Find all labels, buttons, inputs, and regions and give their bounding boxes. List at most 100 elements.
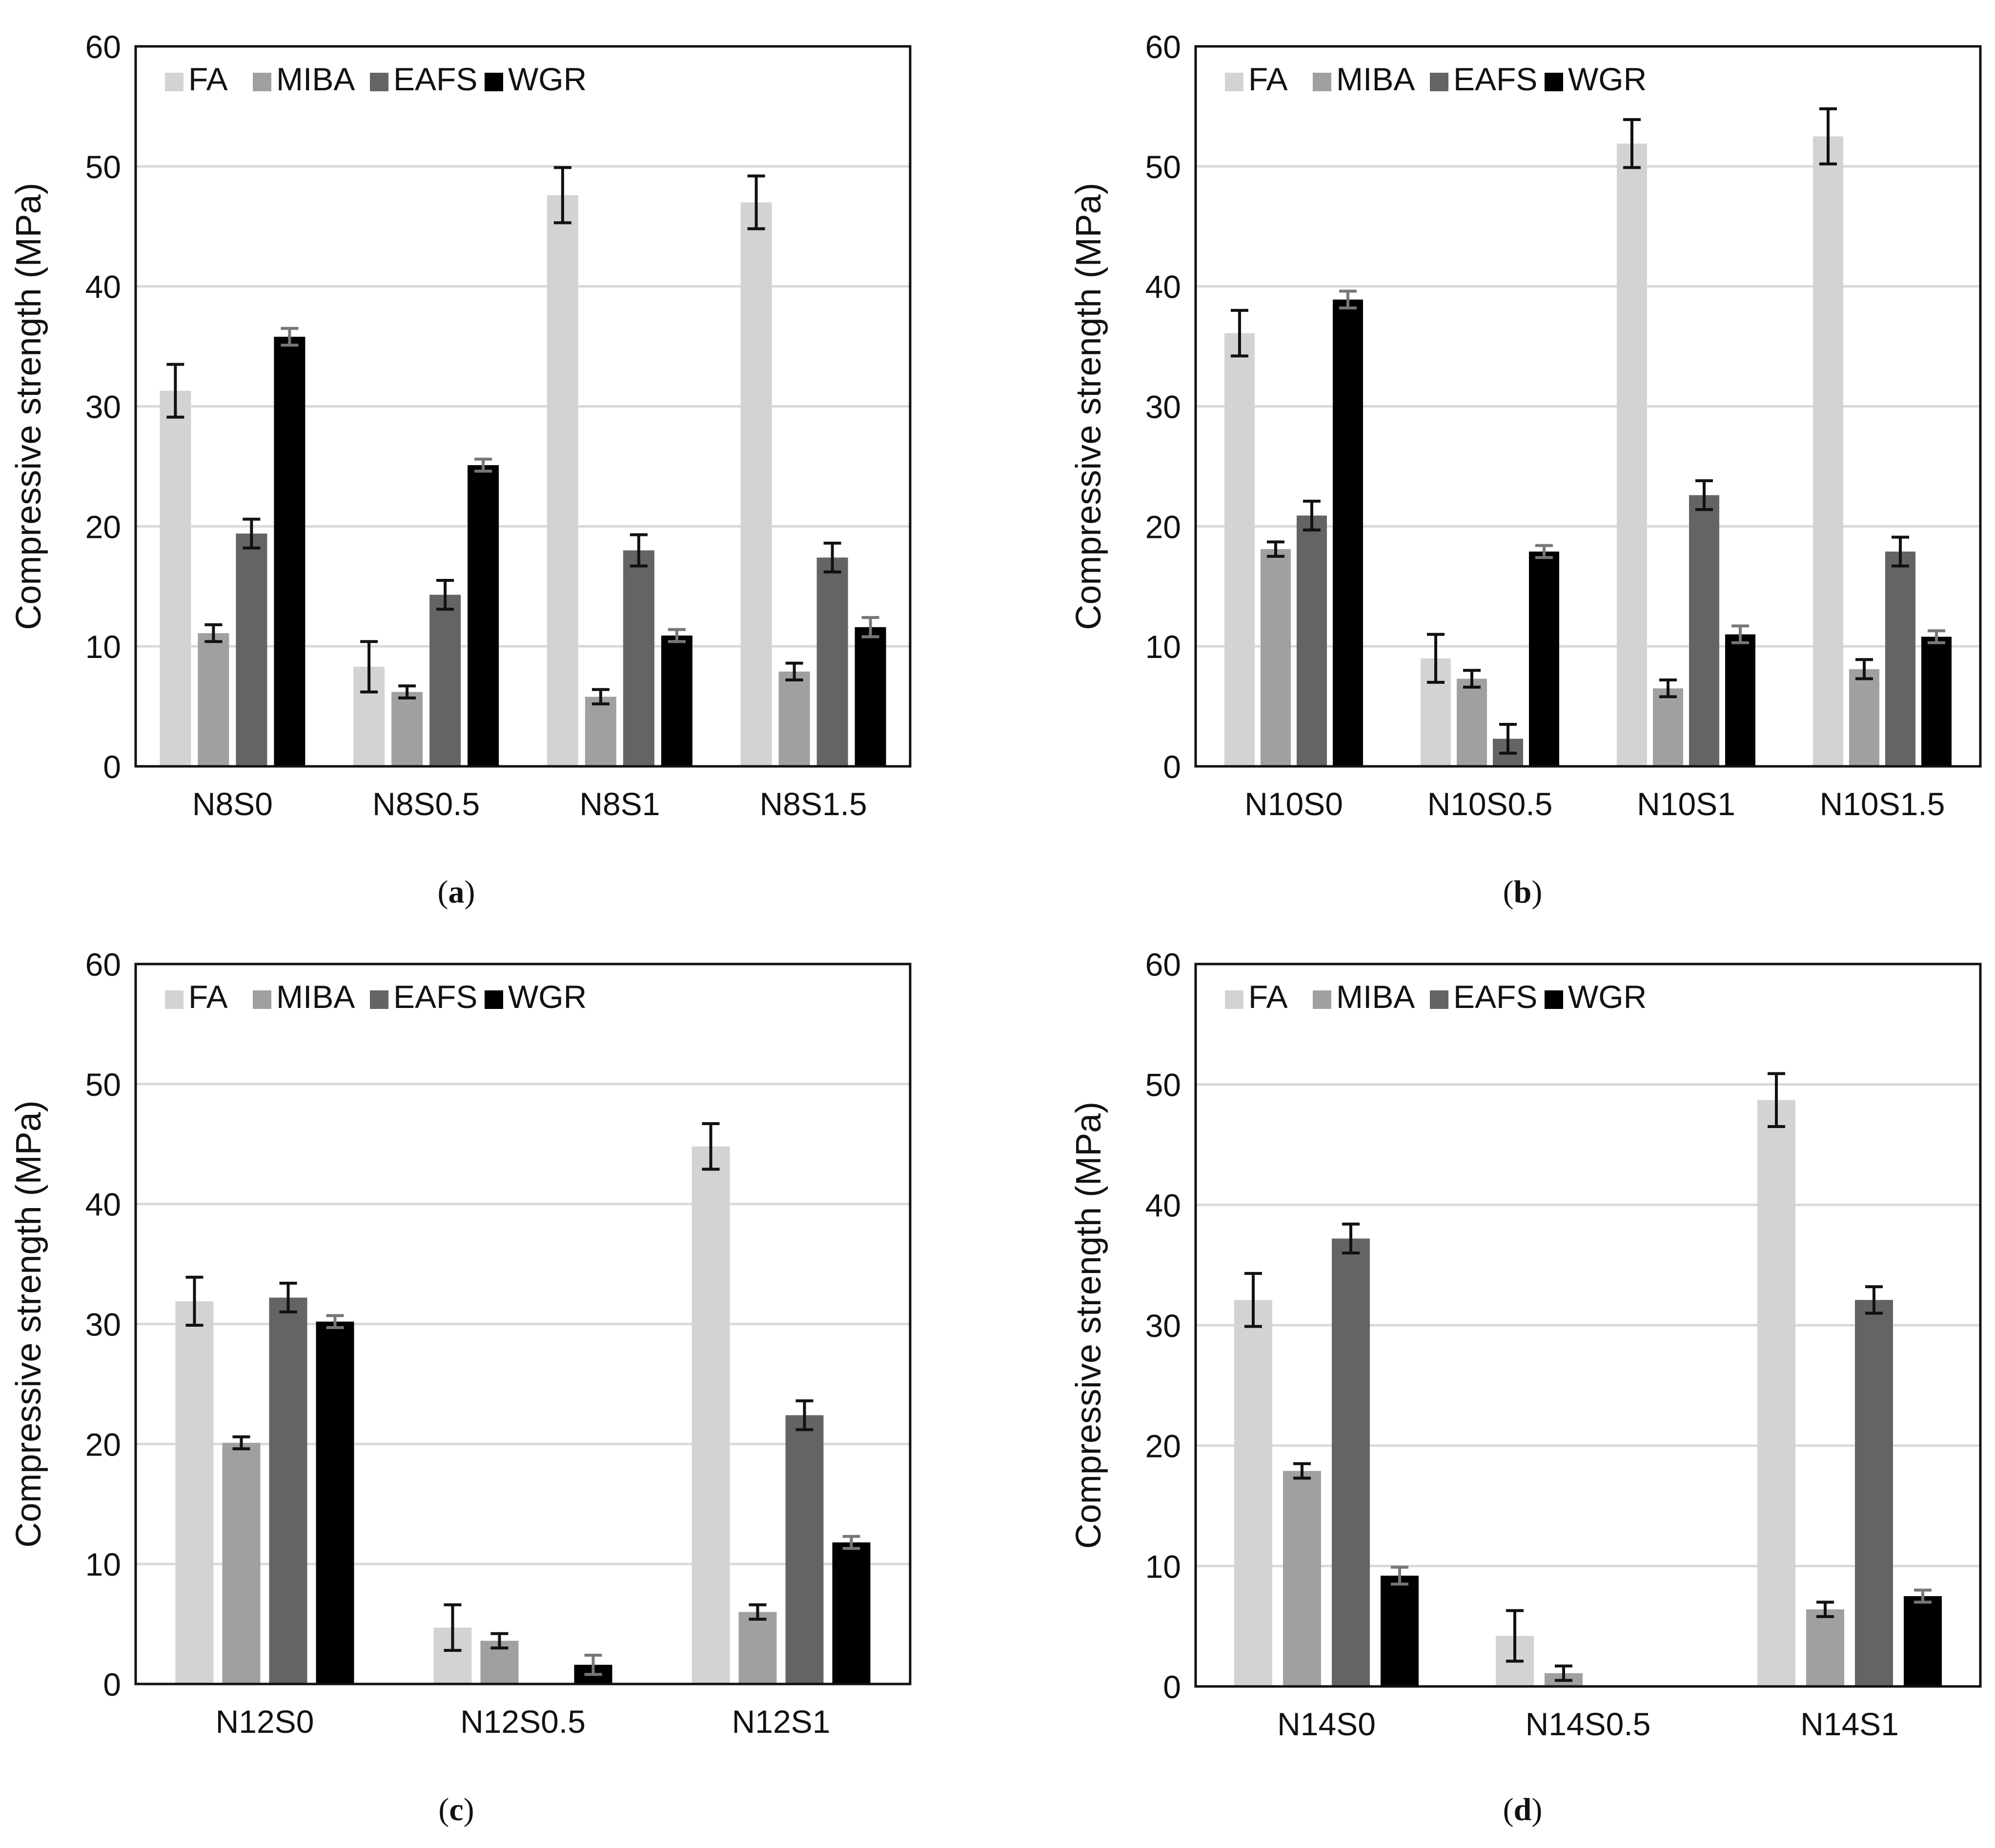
panel-caption-c: (c) — [359, 1791, 554, 1828]
y-tick-label: 60 — [85, 946, 121, 983]
bar-eafs — [1689, 495, 1719, 766]
x-tick-label: N10S1.5 — [1820, 786, 1945, 822]
error-bar — [281, 327, 299, 347]
bar-miba — [1457, 678, 1487, 766]
error-bar — [1535, 544, 1553, 559]
panel-caption-d: (d) — [1425, 1791, 1620, 1828]
legend-label: FA — [188, 979, 228, 1015]
caption-close-paren: ) — [464, 874, 475, 910]
bar-fa — [175, 1301, 214, 1684]
y-axis-label: Compressive strength (MPa) — [1069, 183, 1108, 630]
error-bar — [1695, 479, 1713, 511]
legend-swatch — [485, 990, 503, 1009]
error-bar — [1855, 658, 1873, 680]
legend-label: MIBA — [1336, 61, 1415, 97]
y-tick-label: 60 — [1145, 946, 1181, 983]
bar-miba — [198, 633, 229, 766]
bar-fa — [692, 1146, 730, 1684]
y-axis-label: Compressive strength (MPa) — [9, 183, 48, 630]
legend-item-wgr: WGR — [1545, 979, 1647, 1015]
legend-swatch — [1545, 990, 1563, 1009]
bar-miba — [1849, 669, 1879, 766]
error-bar — [490, 1632, 509, 1650]
error-bar — [1892, 535, 1909, 568]
y-tick-label: 10 — [1145, 629, 1181, 665]
legend-swatch — [370, 73, 388, 91]
x-tick-label: N8S0.5 — [372, 786, 480, 822]
y-tick-label: 40 — [1145, 1187, 1181, 1223]
y-tick-label: 50 — [1145, 149, 1181, 185]
bar-wgr — [661, 636, 692, 766]
error-bar — [702, 1122, 720, 1171]
legend-item-fa: FA — [1225, 979, 1288, 1015]
error-bar — [279, 1281, 297, 1314]
y-tick-label: 40 — [1145, 269, 1181, 305]
x-tick-label: N8S0 — [192, 786, 273, 822]
error-bar — [166, 363, 184, 419]
y-tick-label: 50 — [85, 149, 121, 185]
legend-item-fa: FA — [165, 979, 228, 1015]
bar-eafs — [1297, 515, 1327, 766]
bar-eafs — [236, 534, 267, 766]
legend-label: EAFS — [393, 61, 477, 97]
error-bar — [861, 616, 879, 638]
error-bar — [1244, 1272, 1262, 1328]
caption-label: d — [1513, 1792, 1532, 1827]
x-tick-label: N12S0 — [216, 1704, 314, 1740]
legend-swatch — [1430, 990, 1448, 1009]
error-bar — [474, 457, 492, 473]
error-bar — [1303, 499, 1321, 532]
bar-fa — [160, 390, 191, 766]
legend-swatch — [165, 73, 183, 91]
y-tick-label: 50 — [85, 1067, 121, 1103]
y-tick-label: 10 — [85, 629, 121, 665]
error-bar — [1816, 1601, 1834, 1618]
panel-caption-a: (a) — [359, 874, 554, 911]
legend-swatch — [253, 73, 271, 91]
y-tick-label: 20 — [1145, 1428, 1181, 1464]
legend-swatch — [165, 990, 183, 1009]
error-bar — [1342, 1222, 1360, 1254]
error-bar — [1427, 633, 1445, 684]
bar-miba — [1283, 1471, 1321, 1686]
legend-label: MIBA — [1336, 979, 1415, 1015]
caption-close-paren: ) — [1531, 874, 1543, 910]
error-bar — [1391, 1565, 1408, 1586]
error-bar — [204, 623, 223, 643]
legend-label: FA — [188, 61, 228, 97]
x-tick-label: N14S0.5 — [1526, 1706, 1651, 1742]
bar-eafs — [785, 1415, 824, 1684]
legend-label: EAFS — [1453, 979, 1537, 1015]
error-bar — [591, 688, 610, 706]
y-tick-label: 10 — [1145, 1548, 1181, 1584]
bar-eafs — [1855, 1300, 1893, 1686]
caption-label: c — [449, 1792, 464, 1827]
y-tick-label: 20 — [85, 1426, 121, 1462]
legend-item-eafs: EAFS — [1430, 979, 1537, 1015]
bar-wgr — [1529, 551, 1559, 766]
bar-eafs — [623, 550, 654, 766]
y-tick-label: 30 — [1145, 389, 1181, 425]
legend-label: MIBA — [276, 979, 355, 1015]
legend-swatch — [253, 990, 271, 1009]
bar-eafs — [429, 595, 461, 766]
bar-miba — [585, 697, 616, 766]
bar-wgr — [1904, 1596, 1942, 1686]
bar-wgr — [1333, 299, 1363, 766]
legend-item-fa: FA — [165, 61, 228, 97]
bar-eafs — [1332, 1238, 1370, 1686]
error-bar — [747, 174, 765, 230]
bar-wgr — [274, 336, 305, 766]
x-tick-label: N14S0 — [1277, 1706, 1376, 1742]
x-tick-label: N14S1 — [1800, 1706, 1899, 1742]
y-tick-label: 10 — [85, 1546, 121, 1582]
error-bar — [1231, 308, 1248, 358]
bar-miba — [391, 692, 423, 766]
error-bar — [398, 684, 416, 699]
y-tick-label: 0 — [1163, 749, 1181, 785]
legend-item-miba: MIBA — [253, 61, 355, 97]
x-tick-label: N8S1.5 — [760, 786, 867, 822]
